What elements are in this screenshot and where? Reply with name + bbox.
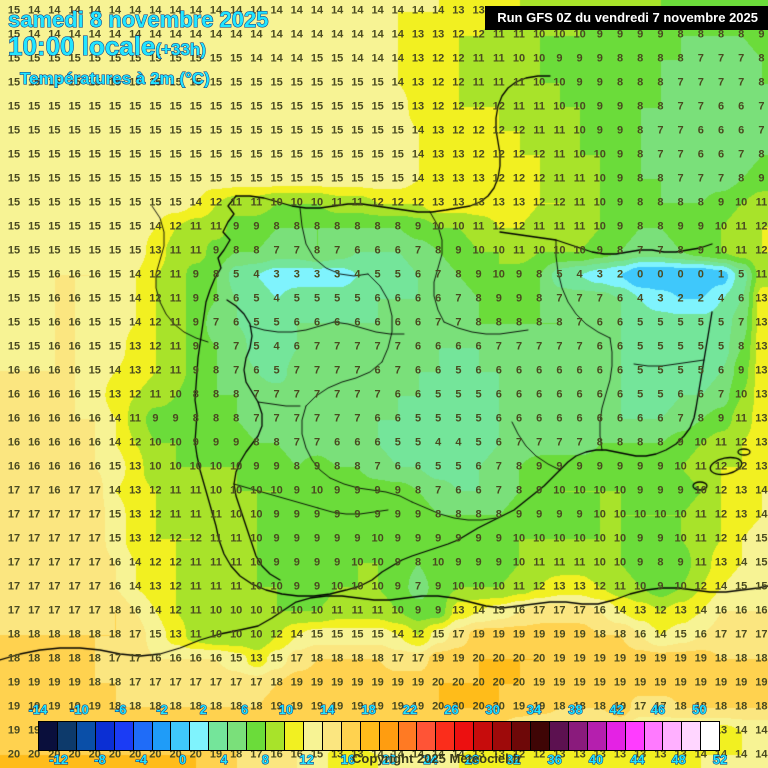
legend-swatch — [284, 722, 304, 750]
legend-swatch — [303, 722, 323, 750]
legend-swatch — [133, 722, 153, 750]
legend-tick-label: 2 — [199, 702, 207, 718]
legend-tick-label: 44 — [630, 752, 646, 768]
legend-swatch — [701, 722, 720, 750]
legend-tick-label: -14 — [28, 702, 48, 718]
legend-swatch — [682, 722, 702, 750]
legend-swatch — [625, 722, 645, 750]
model-run-banner: Run GFS 0Z du vendredi 7 novembre 2025 — [485, 6, 768, 30]
legend-swatch — [152, 722, 172, 750]
legend-swatch — [57, 722, 77, 750]
legend-tick-label: 4 — [220, 752, 228, 768]
legend-swatch — [644, 722, 664, 750]
legend-tick-label: -4 — [135, 752, 148, 768]
legend-swatch — [341, 722, 361, 750]
legend-swatch — [587, 722, 607, 750]
legend-tick-label: 24 — [423, 752, 439, 768]
legend-tick-label: 16 — [340, 752, 356, 768]
legend-swatch — [76, 722, 96, 750]
copyright-notice: Copyright 2025 Meteociel.fr — [352, 751, 522, 766]
legend-swatch — [568, 722, 588, 750]
legend-swatch — [247, 722, 267, 750]
legend-swatch — [171, 722, 191, 750]
legend-swatch — [228, 722, 248, 750]
legend-tick-label: 22 — [402, 702, 418, 718]
legend-tick-label: 46 — [650, 702, 666, 718]
legend-swatch — [266, 722, 285, 750]
legend-tick-label: 14 — [320, 702, 336, 718]
legend-swatch — [398, 722, 418, 750]
legend-swatch — [39, 722, 58, 750]
legend-swatch — [493, 722, 513, 750]
legend-swatch — [190, 722, 210, 750]
legend-tick-label: 0 — [179, 752, 187, 768]
legend-tick-label: -6 — [114, 702, 127, 718]
legend-tick-label: 40 — [588, 752, 604, 768]
legend-tick-label: 50 — [692, 702, 708, 718]
legend-swatch — [530, 722, 550, 750]
legend-swatch — [663, 722, 683, 750]
legend-tick-label: 8 — [261, 752, 269, 768]
legend-swatch — [455, 722, 475, 750]
legend-tick-label: 38 — [568, 702, 584, 718]
legend-swatch — [436, 722, 456, 750]
legend-swatch — [360, 722, 380, 750]
legend-swatch — [474, 722, 494, 750]
legend-swatch — [322, 722, 342, 750]
legend-swatch — [114, 722, 134, 750]
legend-swatch — [417, 722, 437, 750]
legend-swatch — [379, 722, 399, 750]
legend-tick-label: 34 — [526, 702, 542, 718]
color-scale-legend: -14 -10 -6 -2 2 6 10 14 18 22 26 30 34 38 42 46 50 -12 -8-… — [28, 702, 728, 768]
legend-tick-label: 10 — [278, 702, 294, 718]
legend-tick-label: 42 — [609, 702, 625, 718]
legend-tick-label: 30 — [485, 702, 501, 718]
legend-tick-label: -2 — [156, 702, 169, 718]
legend-tick-label: 18 — [361, 702, 377, 718]
legend-swatch — [512, 722, 531, 750]
legend-tick-label: 20 — [382, 752, 398, 768]
legend-tick-label: 36 — [547, 752, 563, 768]
legend-swatch — [95, 722, 115, 750]
legend-tick-label: 6 — [241, 702, 249, 718]
legend-tick-label: 28 — [464, 752, 480, 768]
legend-tick-label: 52 — [712, 752, 728, 768]
legend-tick-label: 26 — [444, 702, 460, 718]
legend-tick-label: -12 — [49, 752, 69, 768]
legend-tick-label: -10 — [69, 702, 89, 718]
legend-tick-label: -8 — [94, 752, 107, 768]
legend-tick-label: 12 — [299, 752, 315, 768]
legend-swatch — [549, 722, 569, 750]
color-scale-bar — [38, 721, 720, 751]
legend-tick-label: 48 — [671, 752, 687, 768]
legend-swatch — [606, 722, 626, 750]
legend-swatch — [209, 722, 229, 750]
legend-tick-label: 32 — [506, 752, 522, 768]
